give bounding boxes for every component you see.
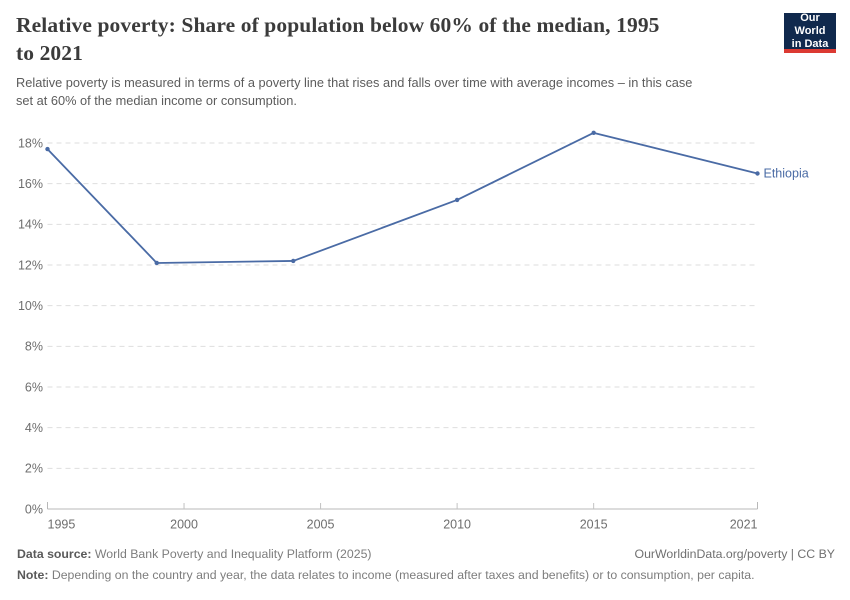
footnote-text: Depending on the country and year, the d… bbox=[48, 568, 755, 582]
y-tick-label: 0% bbox=[25, 502, 43, 516]
data-point bbox=[755, 171, 760, 176]
footnote: Note: Depending on the country and year,… bbox=[17, 568, 835, 583]
y-tick-label: 14% bbox=[18, 218, 43, 232]
series-end-label: Ethiopia bbox=[764, 167, 809, 181]
data-point bbox=[154, 260, 159, 266]
x-tick-label: 2010 bbox=[443, 518, 471, 532]
y-tick-label: 4% bbox=[25, 421, 43, 435]
y-tick-label: 2% bbox=[25, 462, 43, 476]
y-tick-label: 18% bbox=[18, 136, 43, 150]
chart-title-line1: Relative poverty: Share of population be… bbox=[16, 13, 660, 37]
chart-subtitle: Relative poverty is measured in terms of… bbox=[16, 74, 692, 109]
y-tick-label: 16% bbox=[18, 177, 43, 191]
data-source: Data source: World Bank Poverty and Ineq… bbox=[17, 547, 372, 562]
x-tick-label: 2000 bbox=[170, 518, 198, 532]
x-tick-label: 2021 bbox=[730, 518, 758, 532]
y-tick-label: 8% bbox=[25, 340, 43, 354]
data-point bbox=[454, 197, 460, 203]
chart-subtitle-line1: Relative poverty is measured in terms of… bbox=[16, 75, 693, 90]
x-tick-label: 1995 bbox=[48, 518, 76, 532]
owid-logo-line2: in Data bbox=[791, 37, 829, 50]
owid-logo: Our World in Data bbox=[784, 11, 836, 53]
trend-line bbox=[46, 131, 759, 264]
y-tick-label: 6% bbox=[25, 380, 43, 394]
footnote-label: Note: bbox=[17, 568, 49, 582]
data-source-label: Data source: bbox=[17, 547, 92, 561]
chart-title-line2: to 2021 bbox=[16, 41, 83, 65]
data-source-text: World Bank Poverty and Inequality Platfo… bbox=[91, 547, 372, 561]
y-tick-label: 12% bbox=[18, 258, 43, 272]
chart-title: Relative poverty: Share of population be… bbox=[16, 11, 660, 67]
y-tick-label: 10% bbox=[18, 299, 43, 313]
chart-footer: Data source: World Bank Poverty and Ineq… bbox=[17, 547, 835, 583]
data-point bbox=[45, 146, 50, 152]
data-point bbox=[591, 130, 596, 136]
chart-subtitle-line2: set at 60% of the median income or consu… bbox=[16, 92, 297, 108]
x-tick-label: 2015 bbox=[580, 518, 608, 532]
owid-logo-line1: Our World bbox=[794, 11, 826, 37]
data-point bbox=[291, 258, 296, 264]
x-tick-label: 2005 bbox=[307, 518, 335, 532]
license-text: OurWorldinData.org/poverty | CC BY bbox=[634, 547, 835, 561]
